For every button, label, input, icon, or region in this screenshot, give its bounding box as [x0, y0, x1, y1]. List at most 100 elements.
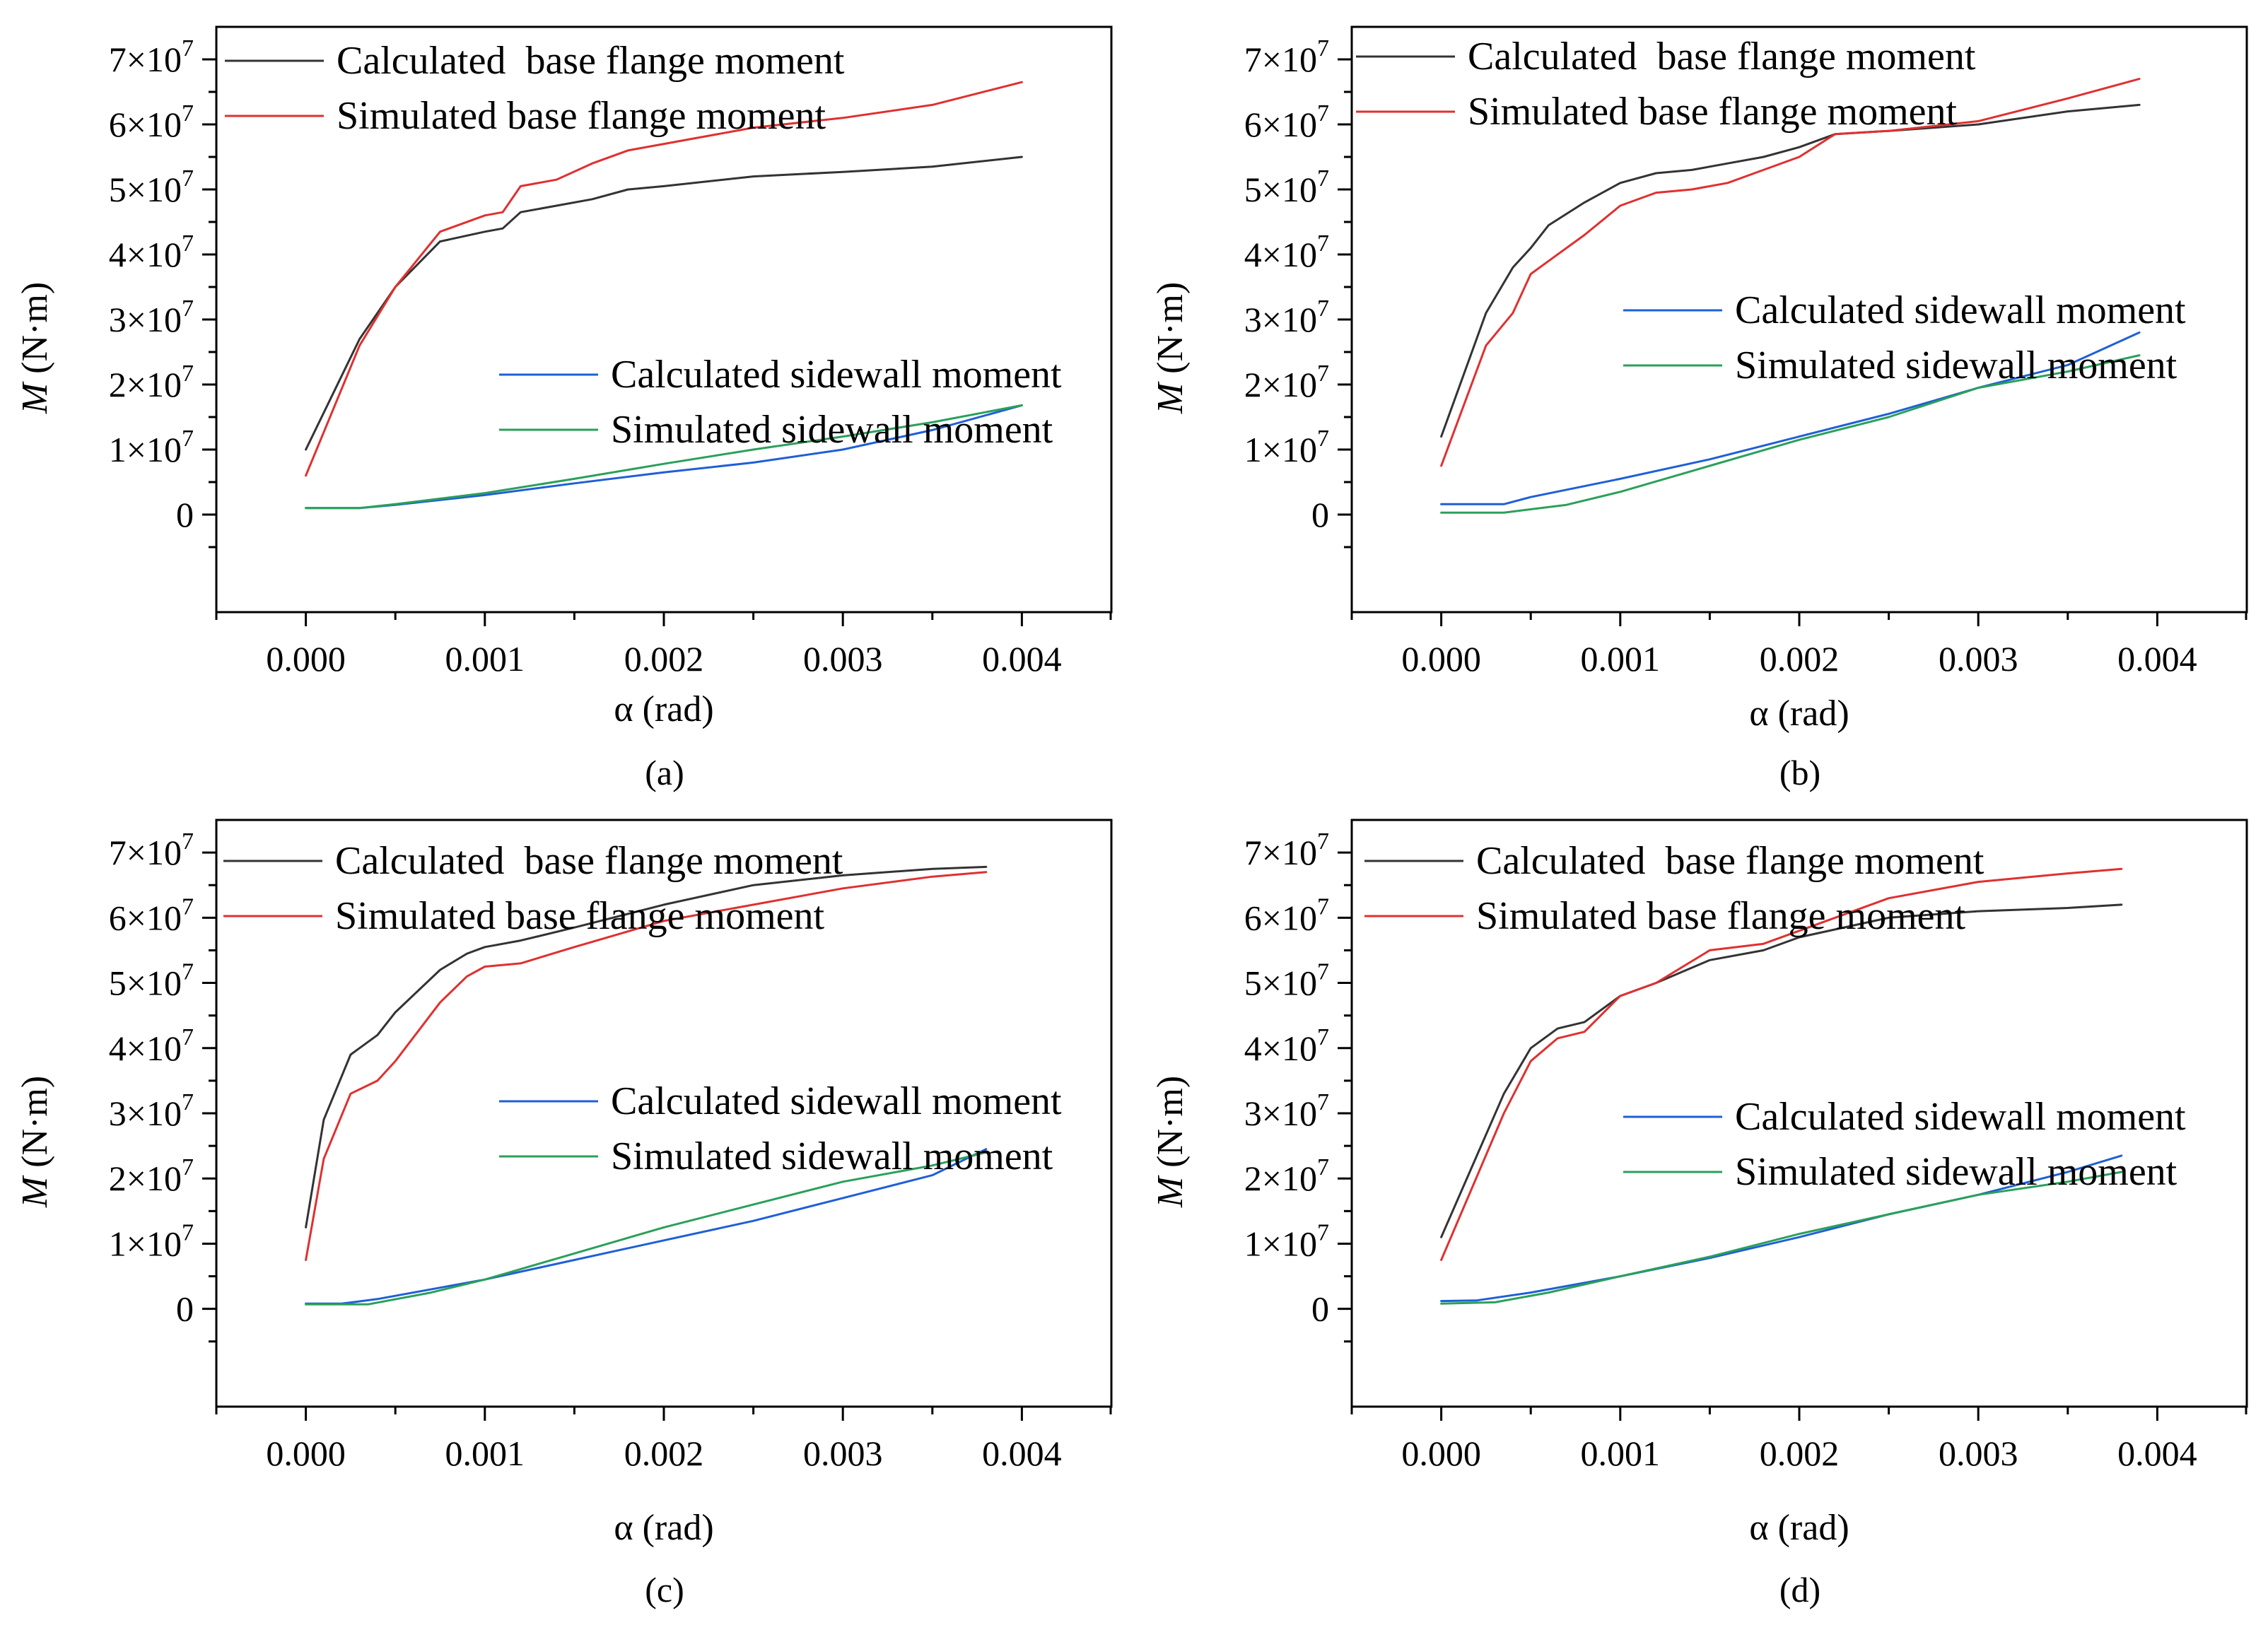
- legend-base-flange: Calculated base flange moment Simulated b…: [1356, 35, 1976, 134]
- series-line-4: [1440, 354, 2141, 514]
- y-tick-label: 1×107: [109, 1219, 194, 1263]
- panel-label: (b): [1779, 753, 1820, 792]
- y-tick-label: 4×107: [109, 230, 194, 274]
- y-tick-label: 2×107: [109, 1154, 194, 1198]
- legend-label: Calculated base flange moment: [1476, 839, 1984, 883]
- y-tick-label: 6×107: [109, 100, 194, 144]
- legend-label: Simulated base flange moment: [1468, 90, 1957, 134]
- legend-sidewall: Calculated sidewall moment Simulated side…: [1623, 1095, 2186, 1194]
- legend-label: Simulated sidewall moment: [1735, 344, 2178, 387]
- legend-base-flange: Calculated base flange moment Simulated b…: [223, 839, 843, 938]
- y-tick-label: 1×107: [109, 426, 194, 469]
- series-line-2: [1440, 78, 2141, 467]
- x-tick-label: 0.002: [624, 639, 704, 679]
- panel-label: (c): [645, 1570, 684, 1610]
- y-tick-label: 5×107: [1244, 165, 1329, 209]
- x-tick-label: 0.003: [1939, 1433, 2018, 1473]
- y-tick-label: 6×107: [1244, 100, 1329, 144]
- legend-label: Simulated base flange moment: [1476, 894, 1965, 938]
- series-line-1: [305, 865, 988, 1229]
- x-tick-label: 0.004: [982, 1433, 1062, 1473]
- x-tick-label: 0.002: [1760, 1433, 1840, 1473]
- series-line-2: [305, 871, 988, 1261]
- x-tick-label: 0.003: [803, 1433, 883, 1473]
- x-tick-label: 0.002: [624, 1433, 704, 1473]
- panel-label: (d): [1779, 1570, 1820, 1610]
- x-tick-label: 0.000: [1401, 639, 1481, 679]
- y-tick-label: 6×107: [1244, 893, 1329, 937]
- y-tick-label: 3×107: [109, 1089, 194, 1133]
- y-tick-label: 5×107: [109, 959, 194, 1003]
- y-tick-label: 0: [176, 1289, 194, 1329]
- chart-panel-d: 0.000 0.001 0.002 0.003 0.004 0 1×107 2×107 3×10…: [1150, 819, 2248, 1610]
- series-line-1: [1440, 103, 2141, 438]
- y-tick-label: 3×107: [1244, 295, 1329, 339]
- chart-panel-a: 0.000 0.001 0.002 0.003 0.004 0 1×107 2×107 3×10…: [15, 25, 1113, 792]
- chart-panel-c: 0.000 0.001 0.002 0.003 0.004 0 1×107 2×107 3×10…: [15, 819, 1113, 1610]
- y-tick-label: 4×107: [109, 1024, 194, 1068]
- legend-label: Calculated base flange moment: [335, 839, 843, 883]
- y-tick-label: 0: [1311, 495, 1329, 534]
- series-line-1: [305, 156, 1023, 451]
- series-line-3: [1440, 331, 2141, 505]
- legend-sidewall: Calculated sidewall moment Simulated side…: [499, 353, 1062, 452]
- y-tick-label: 7×107: [109, 828, 194, 872]
- x-axis-title: α (rad): [1749, 1508, 1849, 1548]
- y-axis-title: M (N·m): [15, 282, 55, 414]
- legend-label: Simulated base flange moment: [337, 94, 826, 138]
- y-tick-label: 0: [1311, 1289, 1329, 1329]
- legend-label: Calculated sidewall moment: [611, 1079, 1062, 1123]
- x-tick-label: 0.001: [1581, 1433, 1661, 1473]
- series-line-2: [1440, 867, 2123, 1261]
- chart-panel-b: 0.000 0.001 0.002 0.003 0.004 0 1×107 2×107 3×10…: [1150, 25, 2248, 792]
- legend-label: Calculated base flange moment: [1468, 35, 1976, 78]
- y-tick-label: 7×107: [109, 35, 194, 79]
- x-tick-label: 0.001: [445, 639, 525, 679]
- x-axis-title: α (rad): [1749, 693, 1849, 734]
- y-tick-label: 4×107: [1244, 230, 1329, 274]
- x-tick-label: 0.001: [445, 1433, 525, 1473]
- legend-label: Calculated base flange moment: [337, 39, 845, 83]
- y-tick-label: 2×107: [1244, 1154, 1329, 1198]
- x-tick-label: 0.003: [1939, 639, 2018, 679]
- series-line-3: [1440, 1154, 2123, 1303]
- x-axis-title: α (rad): [614, 689, 713, 729]
- y-tick-label: 7×107: [1244, 828, 1329, 872]
- x-tick-label: 0.000: [266, 639, 346, 679]
- y-axis-title: M (N·m): [1150, 282, 1191, 414]
- y-tick-label: 5×107: [109, 165, 194, 209]
- series-line-4: [305, 1151, 988, 1306]
- y-tick-label: 1×107: [1244, 1219, 1329, 1263]
- series-line-1: [1440, 903, 2123, 1238]
- x-tick-label: 0.004: [982, 639, 1062, 679]
- x-tick-label: 0.004: [2117, 1433, 2197, 1473]
- series-line-4: [1440, 1171, 2123, 1305]
- legend-label: Simulated sidewall moment: [611, 408, 1053, 452]
- legend-label: Calculated sidewall moment: [611, 353, 1062, 397]
- y-axis-title: M (N·m): [15, 1076, 55, 1208]
- legend-label: Calculated sidewall moment: [1735, 1095, 2186, 1139]
- y-tick-label: 0: [176, 495, 194, 534]
- y-tick-label: 7×107: [1244, 35, 1329, 79]
- x-tick-label: 0.003: [803, 639, 883, 679]
- panel-label: (a): [645, 753, 684, 792]
- legend-label: Simulated sidewall moment: [611, 1134, 1053, 1178]
- legend-sidewall: Calculated sidewall moment Simulated side…: [1623, 288, 2186, 387]
- y-tick-label: 5×107: [1244, 959, 1329, 1003]
- x-tick-label: 0.004: [2117, 639, 2197, 679]
- series-line-2: [305, 81, 1023, 477]
- x-axis-title: α (rad): [614, 1508, 713, 1548]
- y-axis-title: M (N·m): [1150, 1076, 1191, 1208]
- legend-base-flange: Calculated base flange moment Simulated b…: [1364, 839, 1984, 938]
- y-tick-label: 3×107: [109, 295, 194, 339]
- legend-label: Calculated sidewall moment: [1735, 288, 2186, 332]
- x-tick-label: 0.000: [266, 1433, 346, 1473]
- x-tick-label: 0.001: [1581, 639, 1661, 679]
- series-line-4: [305, 404, 1023, 510]
- legend-label: Simulated sidewall moment: [1735, 1150, 2178, 1194]
- y-tick-label: 3×107: [1244, 1089, 1329, 1133]
- legend-label: Simulated base flange moment: [335, 894, 824, 938]
- x-tick-label: 0.002: [1760, 639, 1840, 679]
- y-tick-label: 4×107: [1244, 1024, 1329, 1068]
